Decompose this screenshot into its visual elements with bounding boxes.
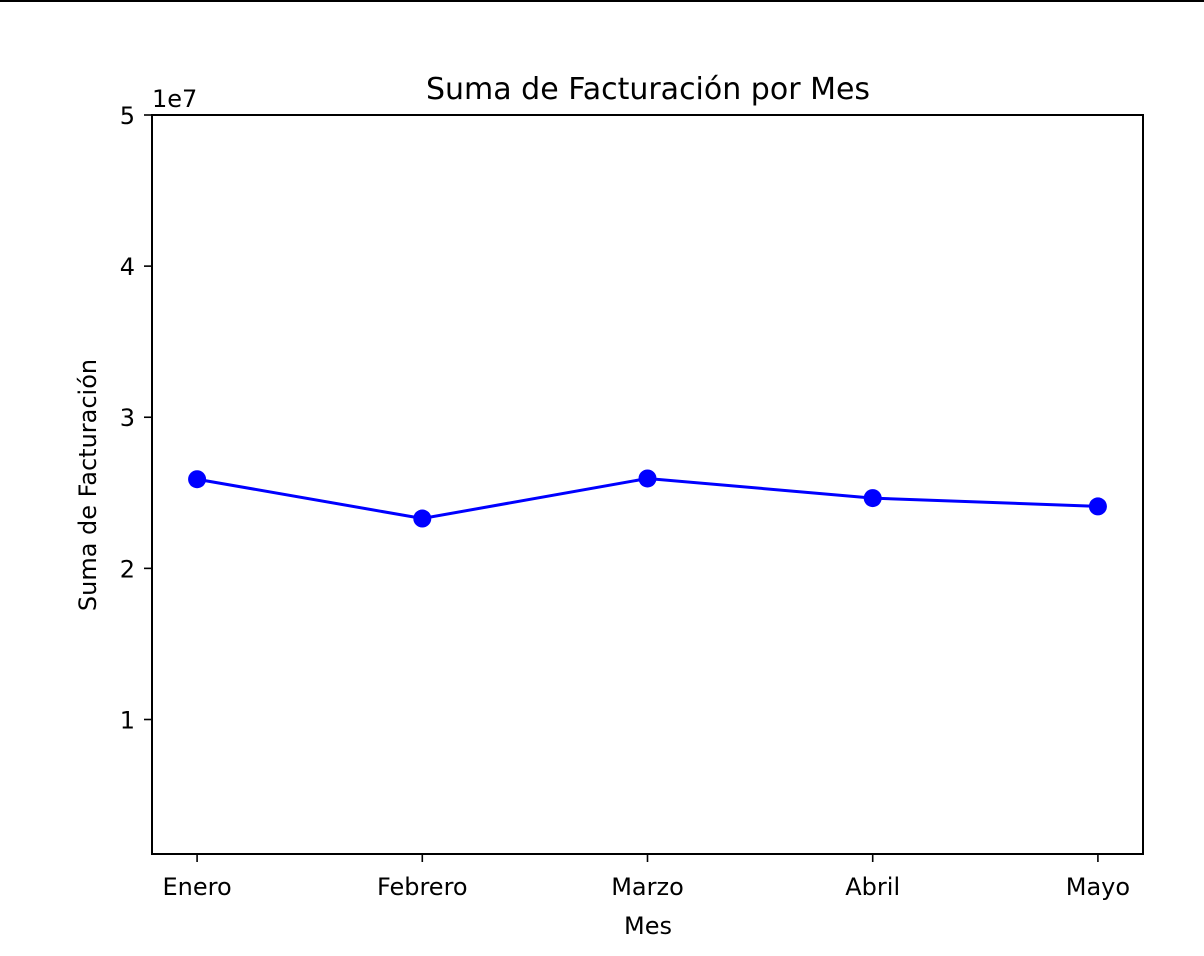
data-point: [413, 509, 432, 528]
data-point: [188, 470, 207, 489]
y-tick-label: 1: [120, 706, 135, 734]
y-tick-label: 2: [120, 555, 135, 583]
data-point: [863, 489, 882, 508]
top-border-line: [0, 0, 1204, 2]
x-tick-label: Enero: [163, 873, 232, 901]
y-axis-label: Suma de Facturación: [74, 359, 102, 611]
x-tick-label: Abril: [845, 873, 900, 901]
x-tick-label: Marzo: [611, 873, 684, 901]
data-point: [638, 469, 657, 488]
chart-title: Suma de Facturación por Mes: [426, 72, 870, 107]
y-offset-label: 1e7: [152, 85, 197, 113]
data-point: [1088, 497, 1107, 516]
x-tick-label: Febrero: [377, 873, 468, 901]
y-tick-label: 3: [120, 404, 135, 432]
x-axis-label: Mes: [624, 912, 672, 940]
y-tick-label: 4: [120, 253, 135, 281]
x-tick-label: Mayo: [1066, 873, 1130, 901]
y-tick-label: 5: [120, 102, 135, 130]
